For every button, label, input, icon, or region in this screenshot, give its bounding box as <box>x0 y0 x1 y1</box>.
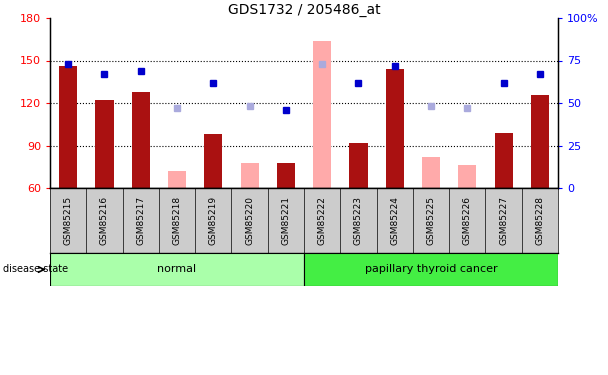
Bar <box>494 133 513 188</box>
Text: GSM85218: GSM85218 <box>173 196 182 245</box>
Bar <box>59 66 77 188</box>
Text: GSM85223: GSM85223 <box>354 196 363 245</box>
Text: GSM85224: GSM85224 <box>390 196 399 245</box>
Bar <box>95 100 114 188</box>
Bar <box>277 162 295 188</box>
Text: GSM85226: GSM85226 <box>463 196 472 245</box>
Bar <box>385 69 404 188</box>
Bar <box>168 171 186 188</box>
Title: GDS1732 / 205486_at: GDS1732 / 205486_at <box>227 3 381 17</box>
Text: disease state: disease state <box>3 264 68 274</box>
Bar <box>304 253 558 286</box>
Bar <box>204 134 223 188</box>
Text: papillary thyroid cancer: papillary thyroid cancer <box>365 264 497 274</box>
Bar <box>531 94 549 188</box>
Bar <box>313 40 331 188</box>
Bar <box>458 165 476 188</box>
Text: normal: normal <box>157 264 196 274</box>
Bar <box>422 157 440 188</box>
Text: GSM85221: GSM85221 <box>282 196 291 245</box>
Text: GSM85225: GSM85225 <box>426 196 435 245</box>
Bar <box>350 142 367 188</box>
Bar <box>241 162 258 188</box>
Text: GSM85222: GSM85222 <box>317 196 326 245</box>
Text: GSM85228: GSM85228 <box>536 196 544 245</box>
Bar <box>50 253 304 286</box>
Text: GSM85219: GSM85219 <box>209 196 218 245</box>
Text: GSM85215: GSM85215 <box>64 196 72 245</box>
Text: GSM85220: GSM85220 <box>245 196 254 245</box>
Text: GSM85227: GSM85227 <box>499 196 508 245</box>
Bar <box>132 92 150 188</box>
Text: GSM85217: GSM85217 <box>136 196 145 245</box>
Text: GSM85216: GSM85216 <box>100 196 109 245</box>
